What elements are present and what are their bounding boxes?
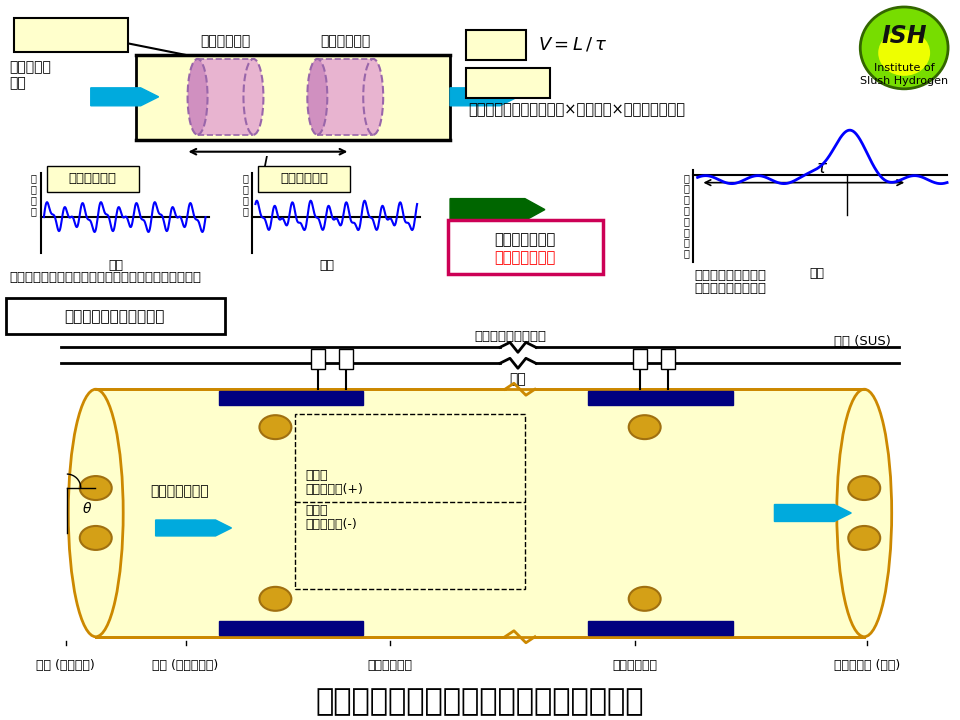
Text: 半円型: 半円型 (305, 469, 328, 482)
Text: キャパシタ(-): キャパシタ(-) (305, 518, 357, 531)
Text: $\theta$: $\theta$ (82, 500, 92, 516)
FancyBboxPatch shape (466, 30, 526, 60)
Text: Institute of: Institute of (874, 63, 934, 73)
FancyBboxPatch shape (466, 68, 550, 98)
Ellipse shape (629, 587, 660, 611)
Ellipse shape (860, 7, 948, 89)
Text: Slush Hydrogen: Slush Hydrogen (860, 76, 948, 86)
FancyArrow shape (156, 520, 231, 536)
Ellipse shape (187, 59, 207, 135)
Bar (219, 621, 363, 635)
Text: キャパシタ２: キャパシタ２ (280, 172, 328, 185)
Text: 外管 (SUS): 外管 (SUS) (834, 335, 891, 348)
Text: スラッシュ水素: スラッシュ水素 (494, 232, 556, 247)
Text: 真空: 真空 (510, 372, 526, 386)
Ellipse shape (849, 526, 880, 550)
Ellipse shape (307, 59, 327, 135)
Text: 時間: 時間 (810, 267, 825, 281)
Text: 静電容量型流量計の構成: 静電容量型流量計の構成 (64, 309, 165, 324)
Text: 半円型: 半円型 (305, 505, 328, 518)
Bar (135, 55, 450, 140)
Bar (339, 349, 353, 369)
Text: $L$: $L$ (262, 155, 274, 173)
Ellipse shape (259, 587, 292, 611)
Text: キャパシタ(+): キャパシタ(+) (305, 482, 363, 495)
Bar (318, 59, 373, 135)
Text: キャパシタ (真錐): キャパシタ (真錐) (834, 659, 900, 672)
Text: 内管 (石英ガラス): 内管 (石英ガラス) (153, 659, 219, 672)
Text: 時間: 時間 (320, 259, 335, 272)
Text: キャパシタ２: キャパシタ２ (320, 34, 371, 48)
Ellipse shape (878, 30, 930, 76)
Bar (219, 391, 363, 405)
FancyBboxPatch shape (47, 166, 138, 192)
FancyArrow shape (450, 88, 518, 106)
Text: 流速: 流速 (487, 37, 505, 53)
FancyBboxPatch shape (258, 166, 350, 192)
Ellipse shape (837, 390, 892, 636)
FancyArrow shape (450, 199, 545, 220)
Bar (633, 349, 647, 369)
Text: ISH: ISH (881, 24, 927, 48)
Ellipse shape (68, 390, 123, 636)
Text: 密度信号の相互相関: 密度信号の相互相関 (695, 269, 767, 282)
Text: ハーメチックシール: ハーメチックシール (474, 330, 546, 343)
Ellipse shape (80, 476, 111, 500)
Text: キャパシタ２: キャパシタ２ (612, 659, 658, 672)
Bar (311, 349, 325, 369)
Ellipse shape (629, 415, 660, 439)
Text: 測定原理: 測定原理 (490, 76, 526, 90)
Ellipse shape (259, 415, 292, 439)
Text: 電
容
量
値: 電 容 量 値 (31, 174, 36, 216)
Bar (96, 390, 864, 636)
Bar (588, 391, 732, 405)
Text: キャパシタ１: キャパシタ１ (201, 34, 251, 48)
Text: キャパシタ１: キャパシタ１ (368, 659, 413, 672)
Ellipse shape (849, 476, 880, 500)
Bar (660, 349, 675, 369)
Text: （質量流量）＝（密度）×（流速）×（配管断面積）: （質量流量）＝（密度）×（流速）×（配管断面積） (468, 102, 685, 117)
Text: キャパシタ１: キャパシタ１ (69, 172, 117, 185)
Text: スラッシュ水素用静電容量型質量流量計: スラッシュ水素用静電容量型質量流量計 (316, 687, 644, 716)
Ellipse shape (244, 59, 263, 135)
FancyBboxPatch shape (13, 18, 128, 52)
FancyArrow shape (775, 505, 852, 521)
Text: 密
度
信
号
相
互
相
関: 密 度 信 号 相 互 相 関 (684, 173, 689, 258)
Text: 電
容
量
値: 電 容 量 値 (243, 174, 249, 216)
Text: スラッシュ
水素: スラッシュ 水素 (9, 60, 51, 90)
Text: 内管 (コバール): 内管 (コバール) (36, 659, 95, 672)
Text: 密度の微小変動: 密度の微小変動 (494, 250, 556, 265)
FancyArrow shape (91, 88, 158, 106)
Text: 関数から流速を計算: 関数から流速を計算 (695, 282, 767, 295)
Text: 時間: 時間 (108, 259, 123, 272)
Text: LCR メータ: LCR メータ (39, 27, 102, 42)
Bar (296, 414, 525, 589)
Bar (448, 220, 603, 274)
Text: スラッシュ水素: スラッシュ水素 (151, 484, 209, 498)
Ellipse shape (363, 59, 383, 135)
Bar (198, 59, 253, 135)
Text: $\tau$: $\tau$ (816, 158, 828, 176)
FancyBboxPatch shape (6, 298, 225, 334)
Text: $V = L\,/\,\tau$: $V = L\,/\,\tau$ (538, 36, 607, 54)
Text: 各々の密度計でスラッシュ水素密度の時間変動を測定: 各々の密度計でスラッシュ水素密度の時間変動を測定 (9, 271, 201, 284)
Ellipse shape (80, 526, 111, 550)
Bar (588, 621, 732, 635)
